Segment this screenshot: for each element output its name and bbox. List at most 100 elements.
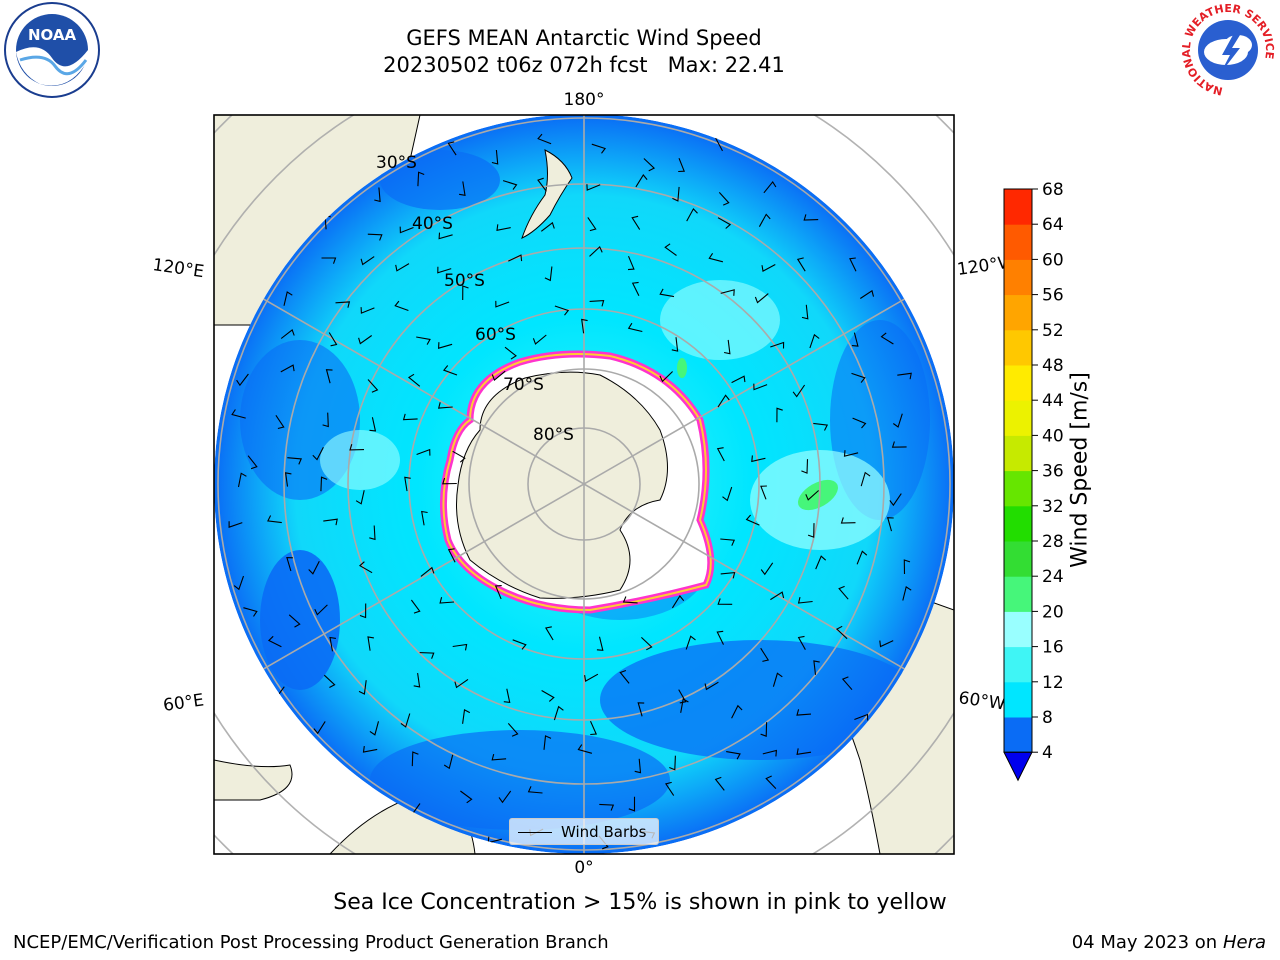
wind-barb (452, 450, 466, 463)
wind-barb (760, 562, 774, 576)
colorbar-segment (1004, 365, 1032, 401)
wind-barb (323, 674, 336, 688)
wind-barb (512, 639, 527, 650)
wind-barb (589, 245, 603, 257)
colorbar-segment (1004, 224, 1032, 260)
colorbar-tick-label: 32 (1042, 497, 1064, 517)
colorbar-tick-label: 12 (1042, 673, 1064, 693)
colorbar-tick-label: 16 (1042, 638, 1064, 658)
wind-barb (770, 341, 785, 349)
wind-barb (544, 266, 553, 282)
wind-barb (503, 688, 511, 704)
colorbar-segment (1004, 646, 1032, 683)
wind-barb (349, 444, 365, 451)
wind-barb (801, 459, 809, 474)
wind-barb (813, 660, 820, 675)
madagascar-landmass (214, 759, 293, 801)
footer-date-text: 04 May 2023 on (1071, 932, 1218, 953)
wind-barb (404, 476, 411, 492)
wind-barb (504, 346, 517, 360)
wind-barb (495, 300, 510, 308)
wind-barb (335, 301, 351, 308)
wind-barb (678, 689, 687, 704)
wind-barb (796, 257, 806, 272)
wind-barb (308, 561, 320, 575)
colorbar-segment (1004, 259, 1032, 296)
colorbar-segment (1004, 681, 1032, 718)
wind-barb (459, 181, 466, 196)
wind-barb (619, 669, 630, 684)
wind-barb (369, 721, 380, 736)
lon-label-120e: 120°E (151, 255, 205, 282)
footer-host: Hera (1222, 932, 1266, 953)
wind-barb (399, 226, 414, 234)
wind-barb (672, 186, 680, 202)
wind-barb (322, 412, 329, 428)
colorbar-tick-label: 68 (1042, 180, 1064, 200)
wind-barb (553, 705, 564, 721)
wind-barb (442, 365, 458, 376)
wind-barb (496, 224, 511, 231)
wind-barb (321, 257, 337, 264)
wind-barb (717, 598, 733, 605)
colorbar-tick-label: 28 (1042, 532, 1064, 552)
colorbar-segment (1004, 717, 1032, 753)
wind-barb (416, 336, 431, 345)
wind-barb (543, 735, 552, 750)
wind-barb (628, 796, 636, 812)
map-subtitle: 20230502 t06z 072h fcst Max: 22.41 (383, 53, 785, 77)
wind-barb (671, 337, 679, 352)
wind-barb (731, 704, 743, 719)
wind-barb (288, 614, 301, 628)
wind-barb (631, 215, 641, 230)
wind-barb (267, 515, 282, 524)
wind-barb (761, 264, 776, 272)
wind-barb (770, 591, 785, 601)
wind-barb (631, 281, 640, 297)
colorbar-segment (1004, 470, 1032, 507)
wind-barb (745, 514, 760, 526)
noaa-logo: NOAA (4, 2, 100, 98)
wind-barb (720, 538, 736, 546)
wind-barb (892, 413, 903, 428)
wind-barb (718, 192, 730, 206)
wind-barb (879, 640, 894, 648)
wind-barb (417, 171, 425, 187)
wind-barb (859, 289, 875, 299)
wind-barb (720, 571, 736, 579)
map-title: GEFS MEAN Antarctic Wind Speed (406, 26, 762, 50)
wind-barb (716, 447, 725, 462)
wind-barb (443, 754, 454, 770)
wind-barb (599, 803, 615, 811)
wind-barb (355, 490, 365, 505)
wind-barb (897, 372, 912, 380)
colorbar-label: Wind Speed [m/s] (1067, 372, 1093, 568)
wind-barb (494, 585, 502, 600)
colorbar-tick-label: 48 (1042, 356, 1064, 376)
colorbar-segment (1004, 294, 1032, 331)
wind-barb (283, 291, 293, 306)
wind-barb (704, 681, 719, 691)
wind-barb (587, 217, 597, 232)
wind-barb (722, 486, 733, 502)
wind-barb (233, 575, 245, 591)
wind-barb (312, 446, 324, 461)
wind-barb (891, 441, 907, 448)
wind-barb (421, 510, 428, 526)
colorbar-tick-label: 4 (1042, 743, 1053, 763)
colorbar-segment (1004, 576, 1032, 612)
footer-credit: NCEP/EMC/Verification Post Processing Pr… (13, 932, 609, 953)
footer-date: 04 May 2023 on Hera (1072, 932, 1266, 953)
wind-barb (247, 455, 258, 470)
lon-label-0: 0° (574, 858, 593, 878)
wind-barb (751, 455, 766, 463)
wind-barb (659, 371, 673, 383)
lon-label-180: 180° (564, 90, 605, 110)
wind-barb (358, 561, 373, 574)
wind-barb (554, 305, 570, 316)
wind-barb (360, 307, 375, 314)
wind-barb (360, 256, 375, 266)
wind-barb (237, 472, 247, 488)
wind-barb (809, 333, 820, 349)
